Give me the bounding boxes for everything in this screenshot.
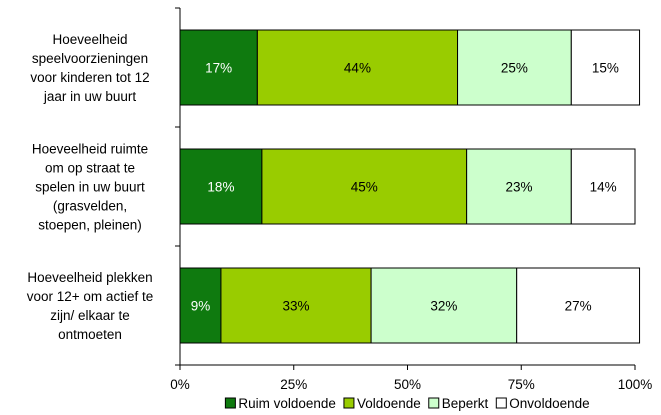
category-label-line: voor 12+ om actief te — [27, 289, 153, 304]
category-label-line: stoepen, pleinen) — [38, 218, 142, 233]
category-label-line: spelen in uw buurt — [35, 180, 145, 195]
category-label-line: (grasvelden, — [53, 199, 127, 214]
legend-swatch — [428, 397, 440, 409]
bar-segment — [261, 148, 468, 225]
data-label: 32% — [430, 299, 457, 314]
bar-segment — [457, 29, 572, 106]
data-label: 18% — [207, 180, 234, 195]
category-label: Hoeveelheid ruimte om op straat te spelen … — [32, 142, 148, 233]
category-label-line: om op straat te — [45, 161, 135, 176]
bar-segment — [220, 267, 372, 344]
category-label: Hoeveelheid plekken voor 12+ om actief te… — [27, 270, 153, 342]
legend-swatch — [495, 397, 507, 409]
x-tick-label: 50% — [394, 377, 421, 392]
data-label: 15% — [592, 61, 619, 76]
legend-item: Ruim voldoende — [224, 396, 336, 411]
category-labels: Hoeveelheid speelvoorzieningen voor kinder… — [27, 32, 153, 342]
data-label: 9% — [191, 299, 211, 314]
category-label-line: Hoeveelheid plekken — [27, 270, 152, 285]
data-label: 27% — [565, 299, 592, 314]
bar-segment — [256, 29, 459, 106]
legend-label: Onvoldoende — [509, 396, 589, 411]
legend-item: Onvoldoende — [495, 396, 590, 411]
axes — [175, 7, 636, 370]
legend-label: Voldoende — [357, 396, 421, 411]
bar-segment — [179, 29, 258, 106]
legend: Ruim voldoende Voldoende Beperkt Onvoldoend… — [224, 396, 590, 411]
category-label-line: zijn/ elkaar te — [50, 308, 130, 323]
category-label-line: speelvoorzieningen — [32, 51, 148, 66]
category-label-line: voor kinderen tot 12 — [30, 70, 149, 85]
category-label-line: ontmoeten — [58, 327, 122, 342]
x-tick-labels: 0% 25% 50% 75% 100% — [170, 377, 652, 392]
category-label-line: Hoeveelheid ruimte — [32, 142, 148, 157]
legend-item: Beperkt — [428, 396, 489, 411]
category-label-line: jaar in uw buurt — [43, 89, 137, 104]
data-label: 45% — [351, 180, 378, 195]
data-label: 44% — [344, 61, 371, 76]
bar-segment — [466, 148, 572, 225]
bar-segment — [179, 148, 263, 225]
legend-swatch — [343, 397, 355, 409]
x-tick-label: 25% — [280, 377, 307, 392]
data-label: 17% — [205, 61, 232, 76]
data-label: 33% — [283, 299, 310, 314]
bars: 17% 44% 25% 15% 18% 45% 23% 14% 9% 33% 32% 27% — [179, 29, 641, 344]
legend-item: Voldoende — [343, 396, 421, 411]
x-tick-label: 0% — [170, 377, 190, 392]
bar-segment — [516, 267, 641, 344]
legend-swatch — [224, 397, 236, 409]
bar-segment — [570, 148, 636, 225]
category-label: Hoeveelheid speelvoorzieningen voor kinder… — [30, 32, 149, 104]
data-label: 25% — [501, 61, 528, 76]
data-label: 14% — [590, 180, 617, 195]
data-label: 23% — [505, 180, 532, 195]
x-tick-label: 75% — [508, 377, 535, 392]
x-tick-label: 100% — [618, 377, 653, 392]
legend-label: Beperkt — [442, 396, 489, 411]
bar-segment — [570, 29, 641, 106]
category-label-line: Hoeveelheid — [52, 32, 127, 47]
legend-label: Ruim voldoende — [238, 396, 336, 411]
